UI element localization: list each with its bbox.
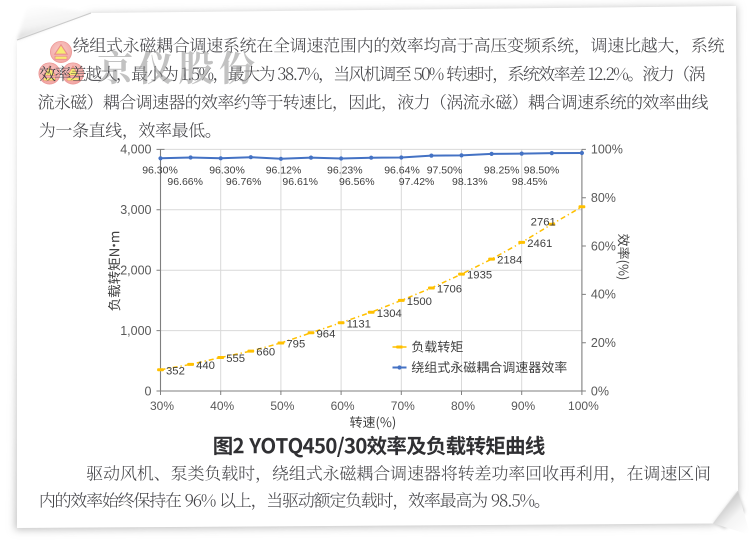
svg-text:96.12%: 96.12% [266,165,302,177]
svg-text:964: 964 [317,328,336,340]
svg-text:352: 352 [166,365,185,377]
svg-text:98.45%: 98.45% [512,176,548,188]
svg-text:1500: 1500 [407,296,432,308]
svg-text:2184: 2184 [497,255,522,267]
svg-text:98.25%: 98.25% [484,165,520,177]
svg-text:96.66%: 96.66% [167,176,203,188]
svg-text:2461: 2461 [527,238,552,250]
svg-text:50%: 50% [270,399,294,413]
svg-text:0%: 0% [591,384,609,398]
svg-text:0: 0 [145,384,152,398]
svg-text:96.30%: 96.30% [209,165,245,177]
svg-text:2,000: 2,000 [120,264,151,278]
svg-text:1304: 1304 [377,308,402,320]
svg-text:3,000: 3,000 [120,203,151,217]
svg-text:96.56%: 96.56% [339,176,375,188]
svg-text:80%: 80% [451,399,475,413]
svg-text:98.13%: 98.13% [452,176,488,188]
svg-text:96.61%: 96.61% [282,176,318,188]
svg-text:40%: 40% [210,399,234,413]
svg-text:100%: 100% [568,399,599,413]
svg-text:40%: 40% [591,288,616,302]
svg-text:1,000: 1,000 [120,324,151,338]
svg-text:2761: 2761 [531,216,556,228]
svg-text:1706: 1706 [437,284,462,296]
svg-text:70%: 70% [391,399,415,413]
svg-text:90%: 90% [511,399,535,413]
svg-text:555: 555 [226,353,245,365]
svg-text:96.64%: 96.64% [384,165,420,177]
svg-text:97.42%: 97.42% [399,176,435,188]
svg-text:80%: 80% [591,191,616,205]
svg-text:795: 795 [286,339,305,351]
svg-text:96.30%: 96.30% [142,165,178,177]
svg-text:1131: 1131 [347,318,371,330]
svg-text:96.76%: 96.76% [226,176,262,188]
svg-text:660: 660 [256,347,275,359]
svg-text:97.50%: 97.50% [427,165,463,177]
svg-text:440: 440 [196,360,215,372]
svg-text:96.23%: 96.23% [327,165,363,177]
svg-text:1935: 1935 [467,270,492,282]
svg-text:100%: 100% [591,143,623,157]
svg-text:60%: 60% [331,399,355,413]
svg-text:4,000: 4,000 [120,143,151,157]
svg-text:60%: 60% [591,239,616,253]
svg-text:98.50%: 98.50% [524,165,560,177]
svg-text:20%: 20% [591,336,616,350]
svg-text:30%: 30% [150,399,174,413]
